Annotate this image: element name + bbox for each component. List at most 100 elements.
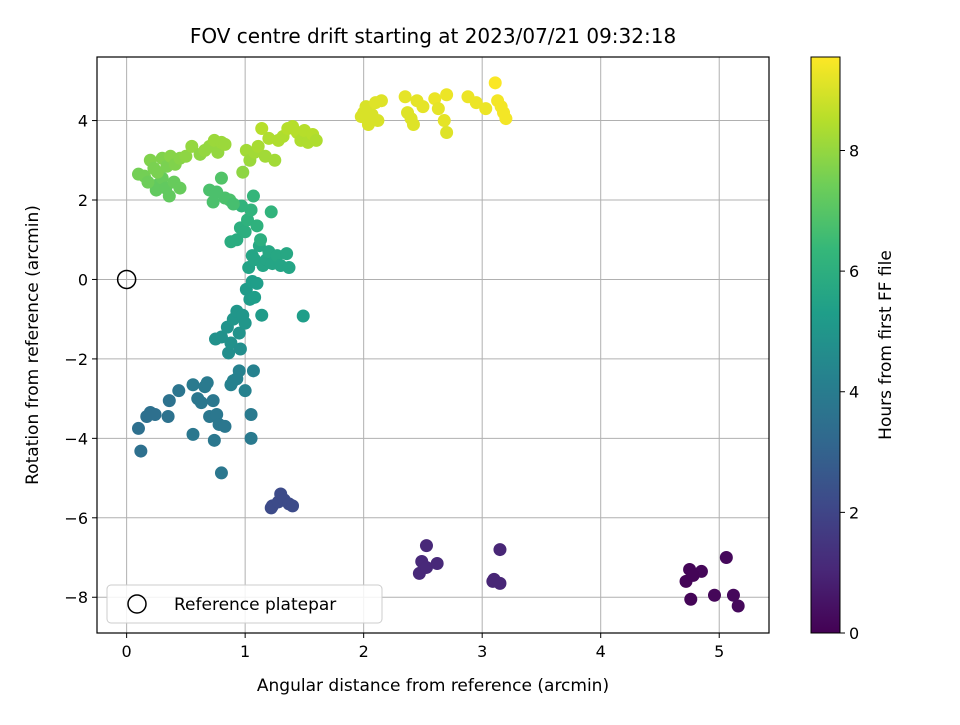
legend-label-reference: Reference platepar [174, 595, 336, 615]
data-point [224, 336, 238, 350]
y-axis-label: Rotation from reference (arcmin) [23, 205, 43, 485]
data-point [268, 153, 282, 167]
data-point [499, 112, 513, 126]
data-point [244, 408, 258, 422]
data-point [419, 539, 433, 553]
data-point [232, 364, 246, 378]
data-point [214, 171, 228, 185]
data-point [296, 309, 310, 323]
data-point [185, 139, 199, 153]
data-point [264, 205, 278, 219]
data-point [134, 444, 148, 458]
data-point [280, 247, 294, 261]
data-point [148, 408, 162, 422]
data-point [200, 376, 214, 390]
data-point [686, 568, 700, 582]
data-point [150, 165, 164, 179]
data-point [226, 197, 240, 211]
data-point [162, 189, 176, 203]
reference-platepar-marker [116, 269, 137, 290]
grid-lines [97, 57, 769, 633]
data-point [238, 384, 252, 398]
data-point [172, 384, 186, 398]
data-point [406, 118, 420, 132]
data-point [428, 92, 442, 106]
data-point [233, 342, 247, 356]
x-tick-label: 3 [477, 642, 487, 661]
x-tick-label: 5 [714, 642, 724, 661]
data-point [255, 122, 269, 136]
x-tick-label: 0 [122, 642, 132, 661]
colorbar-tick-label: 0 [849, 624, 859, 643]
data-point [214, 466, 228, 480]
colorbar: 0 2 4 6 8 Hours from first FF file [810, 56, 896, 643]
data-point [206, 195, 220, 209]
data-point [488, 76, 502, 90]
x-axis-label: Angular distance from reference (arcmin) [257, 676, 609, 696]
data-point [398, 90, 412, 104]
data-point [244, 431, 258, 445]
data-point [726, 588, 740, 602]
colorbar-gradient [810, 56, 841, 634]
data-point [251, 139, 265, 153]
colorbar-tick-label: 8 [849, 141, 859, 160]
data-point [241, 213, 255, 227]
data-point [286, 499, 300, 513]
data-point [416, 100, 430, 114]
data-point [238, 316, 252, 330]
data-point [493, 543, 507, 557]
data-point [469, 96, 483, 110]
data-point [238, 225, 252, 239]
data-point [173, 181, 187, 195]
data-point [186, 378, 200, 392]
data-point [731, 599, 745, 613]
data-point [479, 102, 493, 116]
data-point [254, 233, 268, 247]
data-point [186, 427, 200, 441]
y-tick-label: −2 [64, 350, 88, 369]
data-point [487, 572, 501, 586]
data-point [214, 330, 228, 344]
data-point [246, 189, 260, 203]
data-point [440, 88, 454, 102]
data-point [437, 114, 451, 128]
data-point [218, 137, 232, 151]
colorbar-tick-label: 4 [849, 383, 859, 402]
data-point [131, 421, 145, 435]
y-tick-label: −4 [64, 429, 88, 448]
data-point [141, 175, 155, 189]
plot-frame [96, 56, 770, 634]
y-tick-label: 0 [78, 270, 88, 289]
data-point [248, 290, 262, 304]
data-point [371, 114, 385, 128]
data-point [374, 94, 388, 108]
axis-ticks: 0 1 2 3 4 5 −8 −6 −4 −2 0 2 4 [64, 112, 724, 661]
data-point [222, 346, 236, 360]
y-tick-label: −8 [64, 588, 88, 607]
y-tick-label: 4 [78, 112, 88, 131]
data-point [684, 592, 698, 606]
data-point [431, 102, 445, 116]
data-point [282, 261, 296, 275]
data-point [707, 588, 721, 602]
y-tick-label: −6 [64, 509, 88, 528]
legend-reference-icon [127, 594, 147, 614]
data-point [194, 396, 208, 410]
colorbar-tick-label: 6 [849, 262, 859, 281]
data-point [232, 326, 246, 340]
x-tick-label: 4 [596, 642, 606, 661]
data-point [206, 394, 220, 408]
data-point [236, 165, 250, 179]
data-point [246, 364, 260, 378]
data-point [210, 408, 224, 422]
chart-title: FOV centre drift starting at 2023/07/21 … [190, 24, 676, 48]
data-point [230, 233, 244, 247]
y-tick-label: 2 [78, 191, 88, 210]
data-point [430, 556, 444, 570]
data-point [161, 410, 175, 424]
data-point [162, 394, 176, 408]
data-point [250, 276, 264, 290]
colorbar-ticks: 0 2 4 6 8 [840, 141, 859, 643]
x-tick-label: 2 [359, 642, 369, 661]
